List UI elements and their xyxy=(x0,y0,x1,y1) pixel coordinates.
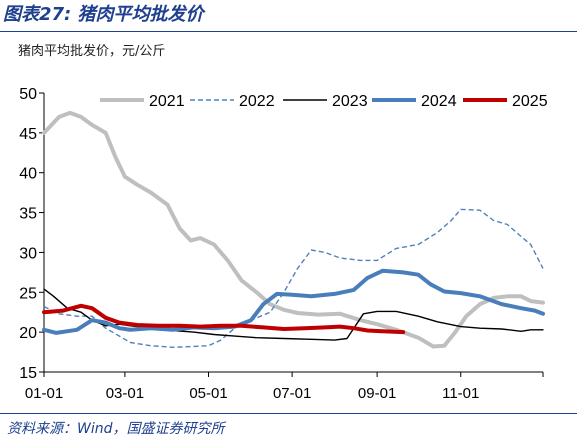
x-tick-label: 07-01 xyxy=(273,385,311,402)
unit-label: 猪肉平均批发价，元/公斤 xyxy=(18,44,166,59)
series-line-2025 xyxy=(42,303,406,335)
legend-label-2021: 2021 xyxy=(149,93,185,110)
legend-label-2022: 2022 xyxy=(239,93,275,110)
series-line-2022 xyxy=(43,208,544,348)
y-tick-label: 50 xyxy=(19,86,37,103)
y-tick-label: 35 xyxy=(19,206,37,223)
y-tick-label: 15 xyxy=(19,365,37,382)
x-tick-label: 03-01 xyxy=(106,385,144,402)
x-tick-label: 11-01 xyxy=(442,385,479,402)
x-tick-label: 01-01 xyxy=(25,385,63,402)
y-tick-label: 20 xyxy=(19,325,37,342)
y-tick-label: 25 xyxy=(19,285,37,302)
legend: 2021 2022 2023 2024 2025 xyxy=(100,93,548,110)
figure-title: 图表27: 猪肉平均批发价 xyxy=(3,4,204,25)
series-line-2024 xyxy=(42,268,545,335)
legend-label-2025: 2025 xyxy=(512,93,548,110)
legend-label-2024: 2024 xyxy=(421,93,457,110)
series-line-2023 xyxy=(43,288,544,341)
axes: 15 20 25 30 35 40 45 50 01-01 03-01 05-01 07-01 09-0… xyxy=(19,86,544,402)
y-tick-label: 45 xyxy=(19,126,37,143)
x-tick-label: 05-01 xyxy=(189,385,227,402)
legend-label-2023: 2023 xyxy=(332,93,368,110)
y-tick-label: 30 xyxy=(19,245,37,262)
series-line-2021 xyxy=(42,110,545,349)
title-divider xyxy=(0,31,577,32)
source-note: 资料来源：Wind，国盛证券研究所 xyxy=(7,421,225,437)
x-tick-label: 09-01 xyxy=(358,385,396,402)
footer-divider xyxy=(0,413,577,414)
plot-area xyxy=(42,110,545,349)
y-tick-label: 40 xyxy=(19,166,37,183)
